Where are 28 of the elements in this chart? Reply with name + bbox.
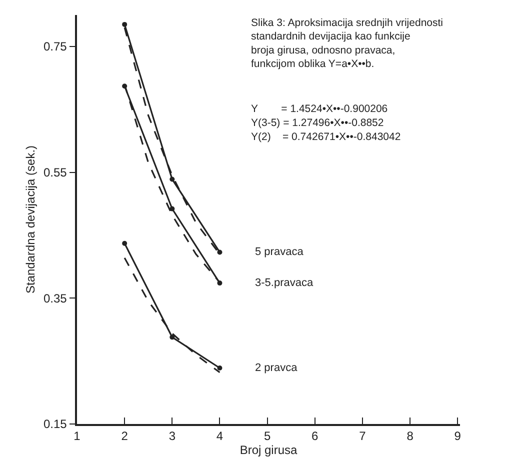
y-axis-title: Standardna devijacija (sek.) (23, 145, 38, 294)
y-tick-label: 0.55 (43, 166, 68, 180)
x-tick-label: 5 (264, 429, 271, 444)
x-tick-label: 2 (121, 429, 128, 444)
text: 3-5.pravaca (255, 277, 314, 289)
point (217, 366, 222, 370)
point (122, 240, 128, 246)
point (122, 22, 128, 27)
x-tick-label: 7 (359, 429, 366, 444)
annotation: Y(2) = 0.742671•X••-0.843042 (251, 131, 401, 143)
x-tick-label: 3 (168, 429, 176, 444)
x-tick-label: 9 (454, 429, 462, 444)
text: Slika 3: Aproksimacija srednjih vrijednosti standardnih devijacija kao funkcije broja girusa, odnosno pravaca, funkcijom oblika Y=a•X••b. (251, 17, 443, 70)
point (170, 334, 175, 340)
x-axis-title: Broj girusa (240, 443, 298, 458)
text: 5 pravaca (255, 246, 304, 258)
y-tick-label: 0.75 (43, 40, 68, 54)
annotation: Y(3-5) = 1.27496•X••-0.8852 (251, 117, 384, 129)
x-tick-label: 6 (312, 429, 319, 444)
x-tick-label: 4 (216, 429, 224, 444)
point (170, 176, 175, 182)
y-tick-label: 0.15 (43, 417, 68, 432)
x-tick-label: 8 (406, 429, 414, 444)
text: 2 pravca (255, 362, 298, 374)
x-tick-label: 1 (74, 429, 81, 444)
y-tick-label: 0.35 (43, 291, 68, 306)
point (217, 250, 222, 255)
annotation: Y = 1.4524•X••-0.900206 (251, 103, 388, 115)
